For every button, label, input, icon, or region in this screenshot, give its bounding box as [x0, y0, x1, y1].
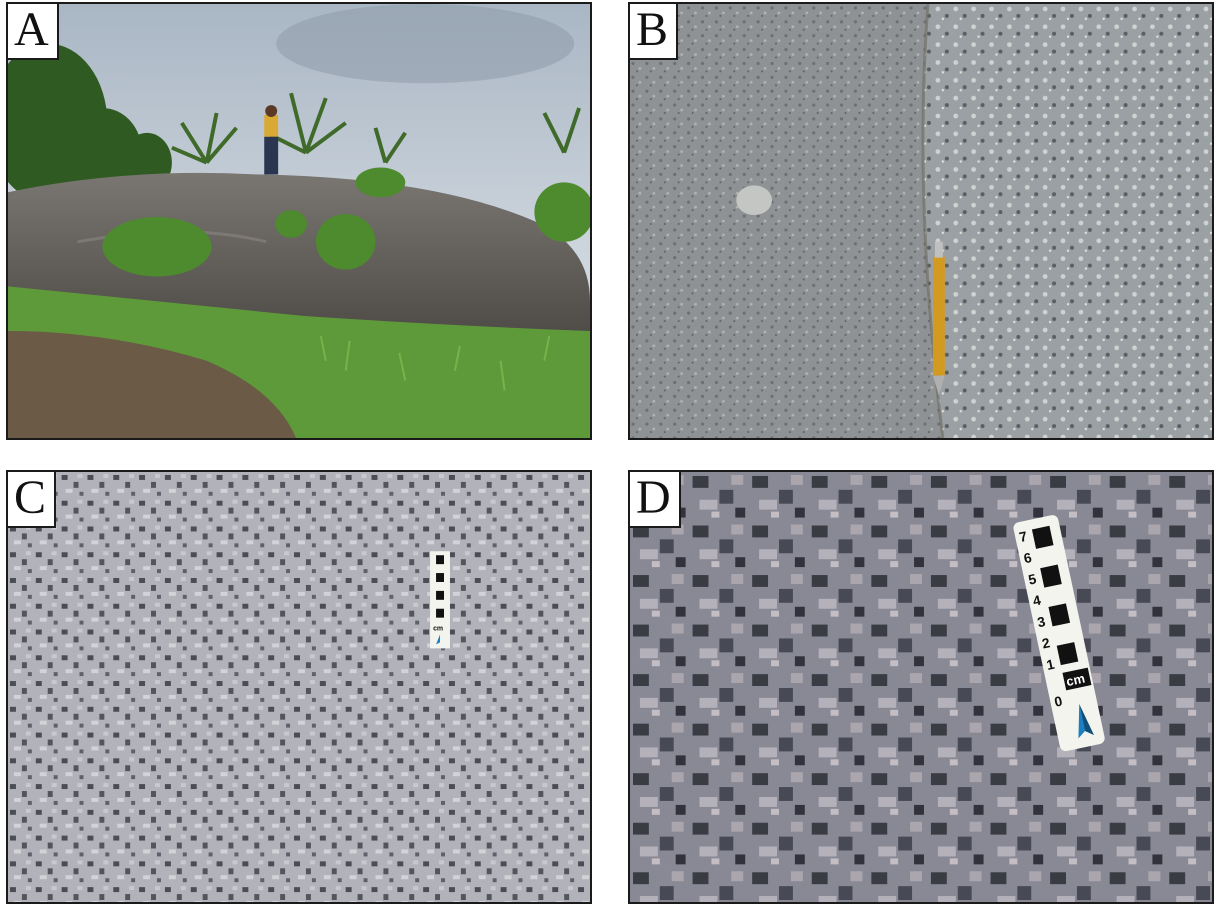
- tick-0: 0: [1053, 692, 1064, 709]
- panel-b: B: [628, 2, 1214, 440]
- panel-d: 7 6 5 4 3 2 1 0 cm D: [628, 470, 1214, 904]
- panel-label-b: B: [630, 4, 679, 60]
- panel-label-a: A: [8, 4, 59, 60]
- scale-bar-d: 7 6 5 4 3 2 1 0 cm: [1013, 515, 1105, 752]
- panel-label-d: D: [630, 472, 681, 528]
- outcrop-photo: [8, 4, 590, 438]
- scale-bar-c: cm: [430, 551, 450, 649]
- tick-4: 4: [1031, 592, 1042, 609]
- tick-7: 7: [1018, 528, 1029, 545]
- tick-1: 1: [1045, 656, 1056, 673]
- person: [264, 105, 279, 175]
- tick-5: 5: [1027, 570, 1038, 587]
- panel-c: cm C: [6, 470, 592, 904]
- rock-contact-photo: [630, 4, 1212, 438]
- tick-3: 3: [1036, 613, 1047, 630]
- pencil: [932, 241, 945, 396]
- granite-texture-photo-d: 7 6 5 4 3 2 1 0 cm: [630, 472, 1212, 902]
- tick-6: 6: [1022, 549, 1033, 566]
- tick-2: 2: [1040, 634, 1051, 651]
- scale-unit-d: cm: [1065, 671, 1086, 690]
- panel-label-c: C: [8, 472, 57, 528]
- scale-unit-c: cm: [433, 626, 443, 633]
- panel-a: A: [6, 2, 592, 440]
- granite-texture-photo-c: cm: [8, 472, 590, 902]
